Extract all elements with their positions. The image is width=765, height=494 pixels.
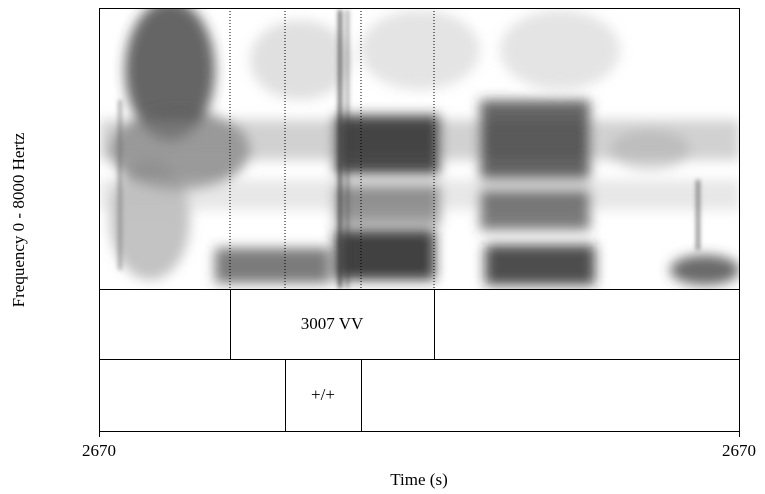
x-start-label: 2670	[82, 441, 116, 460]
x-end-label: 2670	[722, 441, 756, 460]
x-axis-label: Time (s)	[390, 470, 447, 489]
interval-label: +/+	[311, 385, 335, 404]
spectrogram-image	[99, 8, 739, 289]
interval-label: 3007 VV	[301, 314, 364, 333]
tier-frame	[99, 8, 740, 437]
y-axis-label: Frequency 0 - 8000 Hertz	[9, 132, 28, 307]
boundary-guides	[229, 8, 435, 289]
